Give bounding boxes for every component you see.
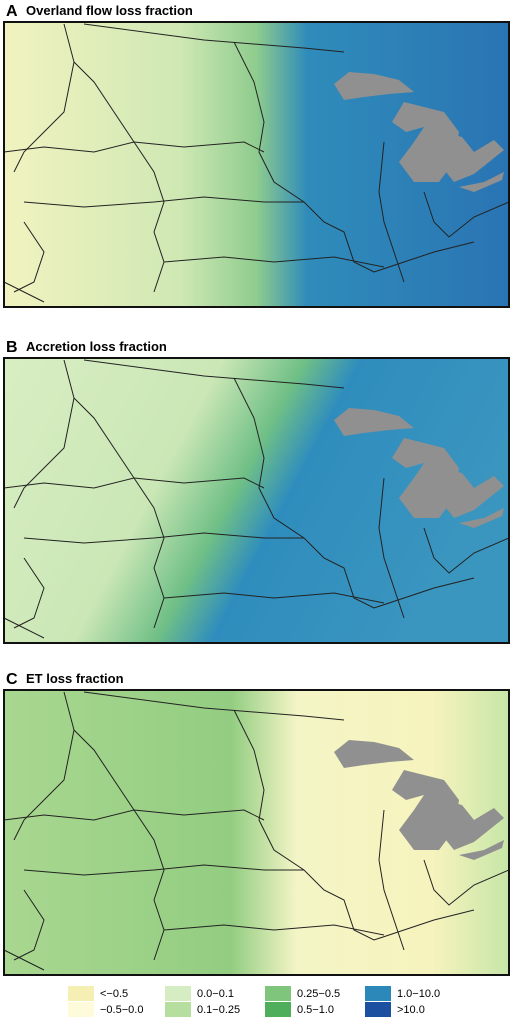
legend-label: 1.0−10.0 [397, 988, 440, 1000]
legend-label: −0.5−0.0 [100, 1004, 143, 1016]
legend-swatch [165, 1002, 191, 1017]
panel-title: Overland flow loss fraction [26, 3, 193, 18]
legend-label: 0.0−0.1 [197, 988, 234, 1000]
panel-label: A [6, 3, 18, 20]
map-frame [3, 21, 510, 308]
map-frame [3, 357, 510, 644]
map [3, 21, 510, 308]
legend-swatch [68, 1002, 94, 1017]
panel-title: ET loss fraction [26, 671, 124, 686]
panel-label: B [6, 339, 18, 356]
map-frame [3, 689, 510, 976]
legend-swatch [365, 1002, 391, 1017]
legend-label: 0.5−1.0 [297, 1004, 334, 1016]
map [3, 357, 510, 644]
legend-label: <−0.5 [100, 988, 128, 1000]
legend-label: 0.25−0.5 [297, 988, 340, 1000]
legend-swatch [68, 986, 94, 1001]
legend-label: 0.1−0.25 [197, 1004, 240, 1016]
panel-title: Accretion loss fraction [26, 339, 167, 354]
legend-label: >10.0 [397, 1004, 425, 1016]
legend-swatch [265, 986, 291, 1001]
map [3, 689, 510, 976]
legend-swatch [265, 1002, 291, 1017]
legend-swatch [365, 986, 391, 1001]
panel-label: C [6, 671, 18, 688]
legend-swatch [165, 986, 191, 1001]
